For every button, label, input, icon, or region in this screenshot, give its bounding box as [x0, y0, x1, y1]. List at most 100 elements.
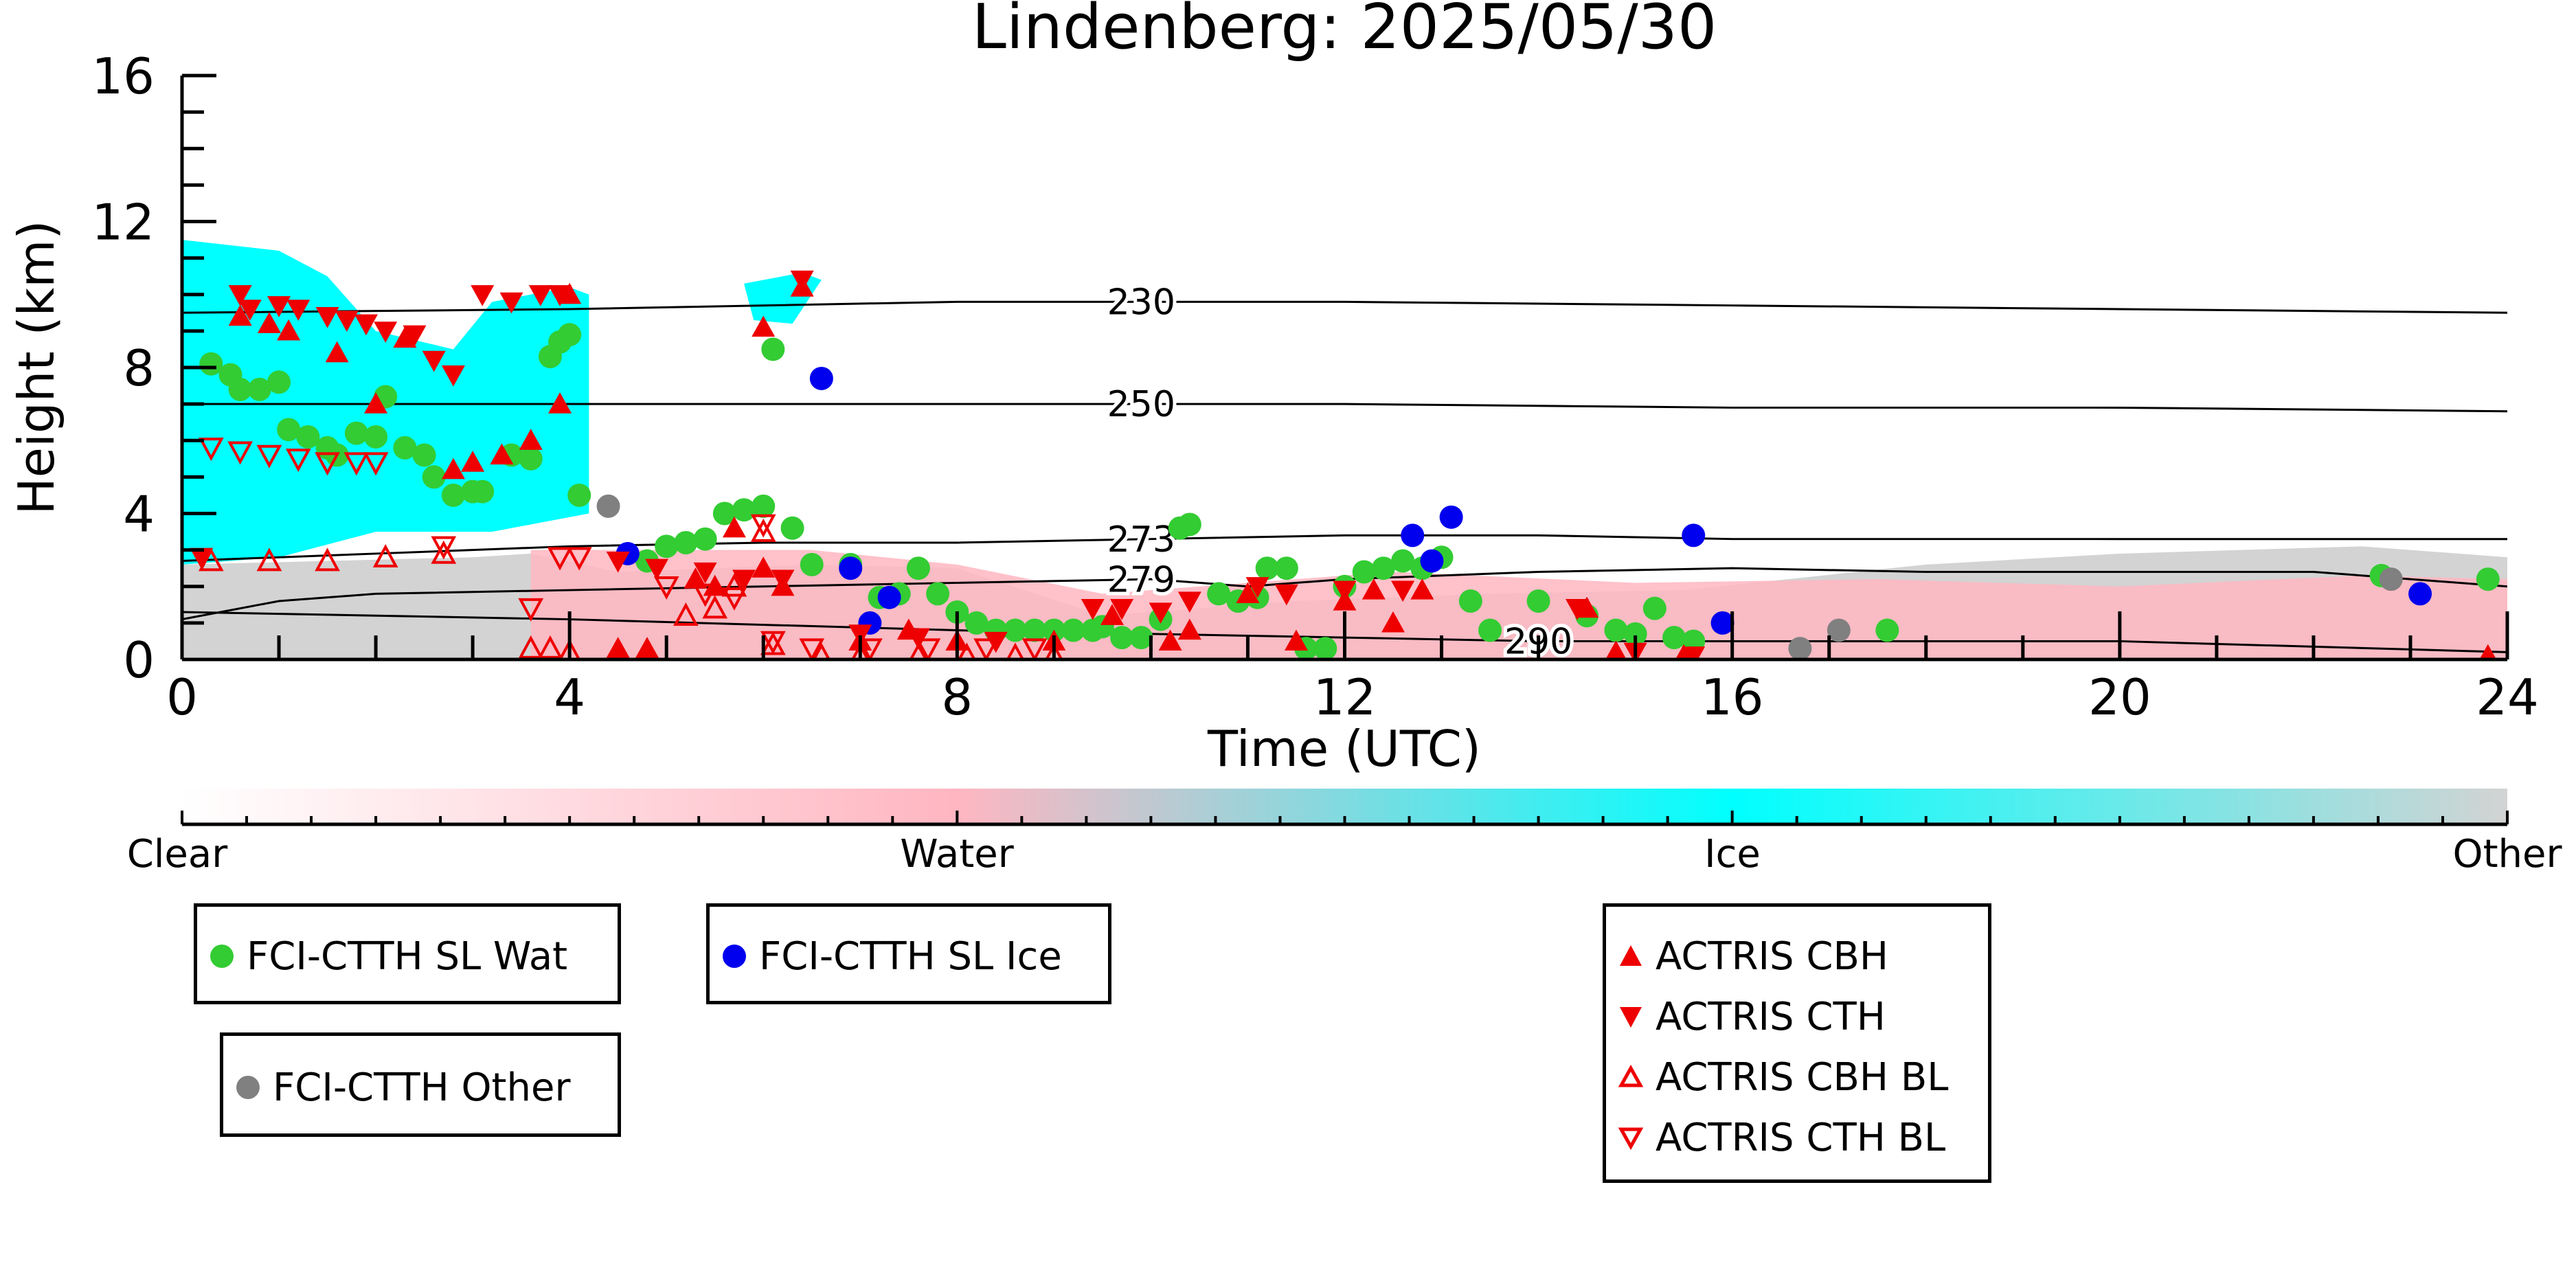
- colorbar-label-water: Water: [900, 832, 1015, 877]
- marker-actris-cth-bl: [198, 438, 224, 462]
- marker-actris-cbh: [752, 315, 776, 337]
- marker-fci-ctth-sl-ice: [1682, 523, 1706, 547]
- marker-fci-ctth-sl-wat: [412, 443, 436, 467]
- marker-actris-cth: [1149, 602, 1173, 624]
- axes: 0 4 8 12 16 0 4 8 12 16 20 24: [91, 47, 2538, 726]
- isotherm-label-230: 230: [1107, 282, 1175, 323]
- marker-fci-ctth-sl-wat: [422, 465, 446, 489]
- marker-fci-ctth-sl-wat: [364, 425, 388, 449]
- marker-actris-cth-bl: [285, 449, 311, 473]
- marker-actris-cth: [267, 296, 291, 317]
- marker-actris-cth-bl: [750, 514, 776, 538]
- marker-actris-cbh: [441, 457, 465, 479]
- marker-fci-ctth-sl-ice: [2408, 582, 2432, 606]
- marker-actris-cth: [1274, 584, 1298, 606]
- legend-item-cth-bl: ACTRIS CTH BL: [1617, 1116, 1945, 1160]
- open-triangle-down-icon: [1618, 1127, 1644, 1151]
- marker-actris-cth-bl: [915, 638, 941, 659]
- colorbar: Clear Water Ice Other: [127, 789, 2562, 877]
- data-markers: [190, 270, 2500, 659]
- marker-actris-cbh: [606, 637, 630, 658]
- marker-actris-cth: [1566, 599, 1589, 620]
- marker-fci-ctth-sl-wat: [199, 352, 223, 376]
- marker-fci-ctth-sl-wat: [1875, 618, 1899, 642]
- y-tick-label: 0: [123, 631, 155, 689]
- marker-actris-cth: [499, 292, 523, 314]
- legend-label-cth: ACTRIS CTH: [1656, 994, 1886, 1039]
- legend-label-cbh: ACTRIS CBH: [1656, 934, 1889, 979]
- marker-fci-ctth-sl-wat: [344, 421, 368, 445]
- marker-actris-cbh-bl: [431, 540, 457, 564]
- marker-fci-ctth-sl-ice: [1401, 523, 1425, 547]
- marker-actris-cth: [771, 569, 795, 591]
- marker-actris-cbh: [1605, 640, 1627, 659]
- blue-circle-marker-icon: [723, 945, 746, 968]
- marker-fci-ctth-sl-wat: [441, 483, 465, 507]
- marker-fci-ctth-sl-wat: [296, 425, 320, 449]
- isotherm-label-250: 250: [1107, 384, 1175, 425]
- marker-fci-ctth-sl-wat: [247, 377, 271, 401]
- marker-actris-cth: [790, 270, 814, 292]
- marker-fci-ctth-sl-wat: [674, 531, 698, 554]
- gray-circle-marker-icon: [236, 1076, 260, 1099]
- marker-actris-cbh-bl: [1006, 642, 1025, 659]
- marker-actris-cth-bl: [857, 638, 883, 659]
- marker-actris-cth: [228, 285, 252, 306]
- marker-fci-ctth-sl-ice: [1710, 611, 1735, 635]
- marker-fci-ctth-other: [2379, 567, 2403, 591]
- marker-actris-cbh: [1100, 604, 1124, 625]
- marker-fci-ctth-other: [1827, 618, 1851, 642]
- marker-fci-ctth-sl-wat: [1061, 618, 1085, 642]
- marker-fci-ctth-other: [596, 494, 620, 518]
- marker-actris-cbh-bl: [256, 547, 282, 572]
- marker-actris-cbh: [635, 637, 659, 658]
- marker-fci-ctth-sl-wat: [1352, 560, 1376, 584]
- marker-actris-cth: [548, 285, 572, 306]
- marker-fci-ctth-sl-wat: [1391, 549, 1415, 573]
- marker-actris-cth: [238, 300, 262, 321]
- marker-actris-cth-bl: [1021, 638, 1048, 659]
- marker-actris-cth: [403, 325, 427, 347]
- marker-actris-cbh: [1381, 611, 1405, 633]
- marker-fci-ctth-sl-wat: [558, 323, 582, 347]
- colorbar-label-ice: Ice: [1704, 832, 1761, 877]
- marker-actris-cth: [1177, 591, 1201, 613]
- marker-fci-ctth-sl-wat: [1255, 556, 1279, 580]
- marker-actris-cbh-bl: [673, 602, 699, 626]
- marker-fci-ctth-sl-wat: [964, 611, 988, 635]
- marker-fci-ctth-sl-wat: [712, 501, 736, 526]
- marker-actris-cth-bl: [721, 587, 747, 611]
- marker-fci-ctth-other: [1788, 637, 1812, 659]
- marker-fci-ctth-sl-ice: [839, 556, 863, 580]
- marker-fci-ctth-sl-wat: [761, 337, 785, 361]
- marker-actris-cth: [693, 562, 717, 584]
- marker-fci-ctth-sl-ice: [1439, 505, 1463, 529]
- marker-actris-cth: [190, 547, 214, 569]
- marker-actris-cth-bl: [653, 576, 679, 600]
- marker-actris-cth: [335, 310, 359, 332]
- legend-item-sl-wat: FCI-CTTH SL Wat: [208, 934, 568, 979]
- isotherm-250: [182, 403, 2507, 413]
- marker-actris-cth-bl: [256, 444, 282, 468]
- x-tick-label: 24: [2476, 668, 2539, 726]
- marker-actris-cth-bl: [692, 583, 718, 607]
- green-circle-marker-icon: [210, 945, 234, 968]
- marker-actris-cth: [422, 350, 446, 372]
- marker-fci-ctth-sl-wat: [1313, 637, 1337, 659]
- marker-actris-cbh-bl: [909, 642, 928, 659]
- x-tick-label: 4: [554, 668, 585, 726]
- marker-fci-ctth-sl-wat: [800, 552, 824, 576]
- marker-fci-ctth-sl-wat: [1371, 556, 1395, 580]
- legend-actris: ACTRIS CBH ACTRIS CTH ACTRIS CBH BL ACTR…: [1603, 903, 1991, 1183]
- marker-fci-ctth-sl-ice: [1420, 549, 1444, 573]
- y-ticks: 0 4 8 12 16: [91, 47, 216, 689]
- marker-actris-cth: [1391, 580, 1415, 602]
- marker-actris-cth: [848, 624, 872, 646]
- legend-label-sl-wat: FCI-CTTH SL Wat: [247, 934, 568, 979]
- marker-actris-cbh: [1284, 629, 1308, 651]
- marker-actris-cth: [354, 314, 378, 336]
- colorbar-ticks: [181, 811, 2509, 824]
- open-triangle-up-icon: [1618, 1064, 1644, 1087]
